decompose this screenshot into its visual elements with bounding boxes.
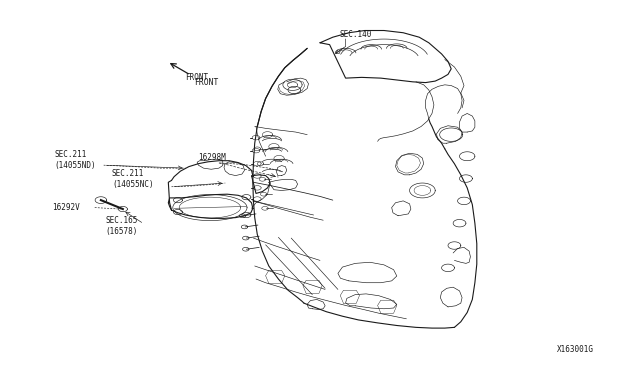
Text: SEC.165
(16578): SEC.165 (16578) bbox=[106, 216, 138, 236]
Text: SEC.211
(14055ND): SEC.211 (14055ND) bbox=[54, 150, 96, 170]
Text: FRONT: FRONT bbox=[186, 73, 209, 81]
Text: 16292V: 16292V bbox=[52, 203, 80, 212]
Text: SEC.211
(14055NC): SEC.211 (14055NC) bbox=[112, 169, 154, 189]
Polygon shape bbox=[95, 197, 107, 203]
Text: 16298M: 16298M bbox=[198, 153, 226, 162]
Text: SEC.140: SEC.140 bbox=[339, 30, 372, 39]
Text: FRONT: FRONT bbox=[195, 78, 219, 87]
Text: X163001G: X163001G bbox=[557, 345, 594, 354]
